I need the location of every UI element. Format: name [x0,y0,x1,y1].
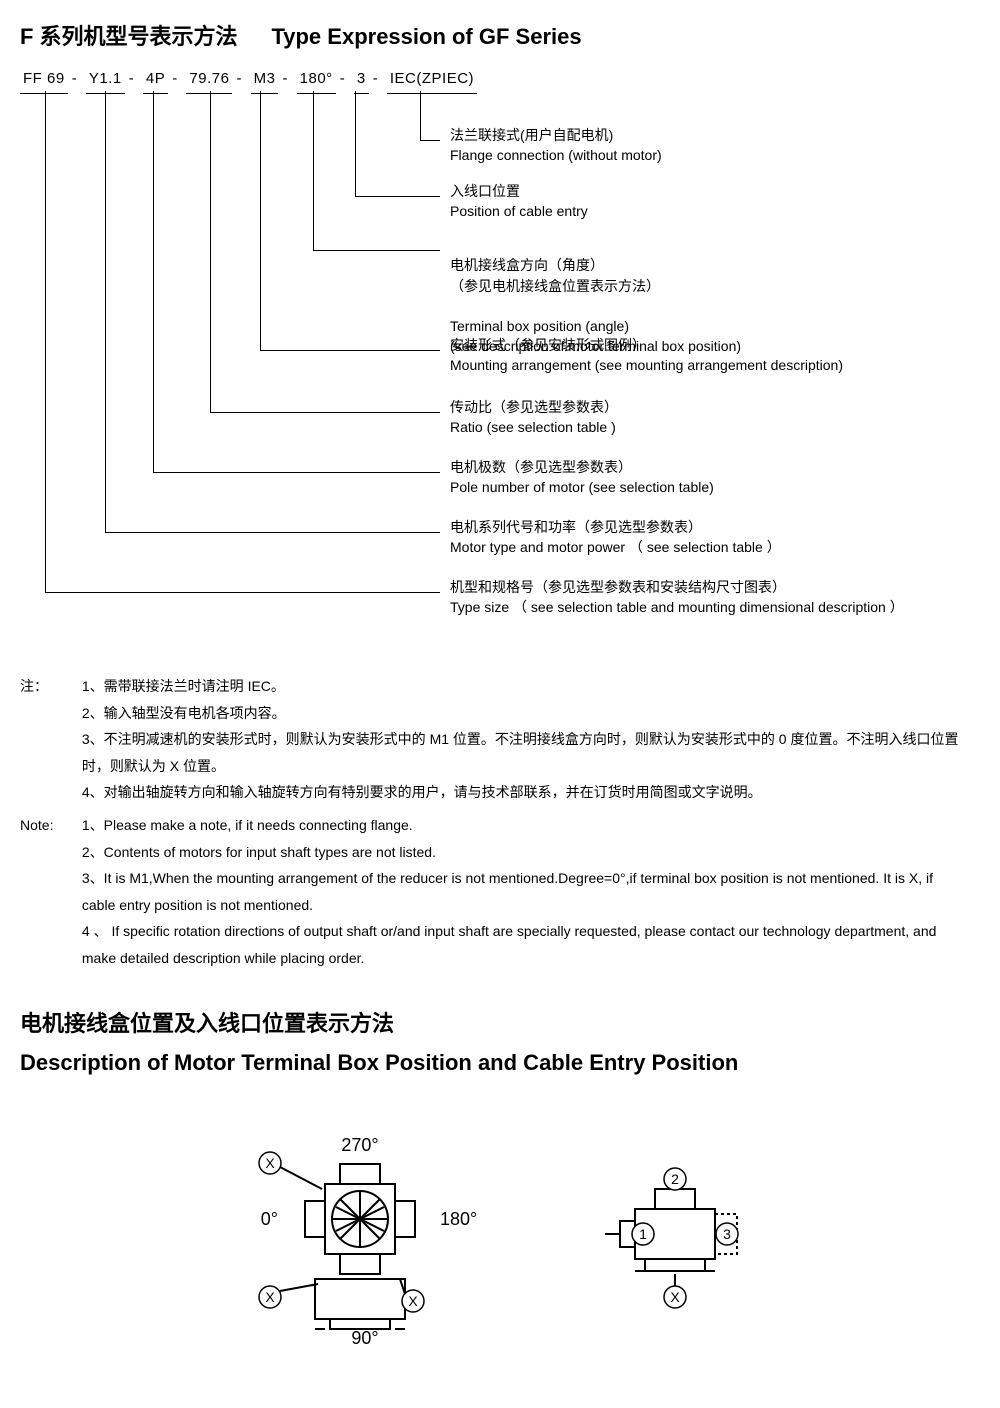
desc-5-cn: 电机极数（参见选型参数表） [450,457,980,477]
desc-4: 传动比（参见选型参数表） Ratio (see selection table … [450,397,980,438]
note-en-3: 3、It is M1,When the mounting arrangement… [82,865,962,918]
section2-cn: 电机接线盒位置及入线口位置表示方法 [20,1007,980,1040]
title-cn: F 系列机型号表示方法 [20,20,238,53]
desc-6-cn: 电机系列代号和功率（参见选型参数表） [450,517,980,537]
desc-0-en: Flange connection (without motor) [450,145,980,165]
code-seg-5: 180° [297,68,336,94]
desc-7-en: Type size （ see selection table and moun… [450,597,980,617]
desc-2-cn: 电机接线盒方向（角度） （参见电机接线盒位置表示方法） [450,255,980,296]
motor-diagram-left: 270° 180° 90° 0° X X X [230,1129,490,1349]
pos-left: 1 [639,1226,647,1242]
code-seg-4: M3 [251,68,279,94]
code-seg-6: 3 [354,68,369,94]
page-title-row: F 系列机型号表示方法 Type Expression of GF Series [20,20,980,53]
section2-en: Description of Motor Terminal Box Positi… [20,1046,980,1079]
code-seg-3: 79.76 [186,68,232,94]
note-en-2: 2、Contents of motors for input shaft typ… [82,839,962,866]
note-cn-3: 3、不注明减速机的安装形式时，则默认为安装形式中的 M1 位置。不注明接线盒方向… [82,726,962,779]
x-label-bl: X [265,1289,275,1305]
note-cn-1: 1、需带联接法兰时请注明 IEC。 [82,673,962,700]
x-label-br: X [408,1293,418,1309]
x-label-r: X [670,1289,680,1305]
desc-4-en: Ratio (see selection table ) [450,417,980,437]
title-en: Type Expression of GF Series [271,20,581,53]
desc-6-en: Motor type and motor power （ see selecti… [450,537,980,557]
code-seg-7: IEC(ZPIEC) [387,68,477,94]
desc-7: 机型和规格号（参见选型参数表和安装结构尺寸图表） Type size （ see… [450,577,980,618]
motor-diagram-right: 2 1 3 X [580,1159,770,1319]
desc-0: 法兰联接式(用户自配电机) Flange connection (without… [450,125,980,166]
designation-diagram: FF 69- Y1.1- 4P- 79.76- M3- 180°- 3- IEC… [20,63,980,643]
angle-bottom: 90° [351,1328,378,1348]
desc-1-en: Position of cable entry [450,201,980,221]
angle-left: 0° [261,1209,278,1229]
pos-top: 2 [671,1171,679,1187]
desc-1-cn: 入线口位置 [450,181,980,201]
desc-3: 安装形式（参见安装形式图例） Mounting arrangement (see… [450,335,980,376]
note-cn-4: 4、对输出轴旋转方向和输入轴旋转方向有特别要求的用户，请与技术部联系，并在订货时… [82,779,962,806]
code-seg-1: Y1.1 [86,68,125,94]
motor-diagrams: 270° 180° 90° 0° X X X 2 [20,1129,980,1349]
desc-0-cn: 法兰联接式(用户自配电机) [450,125,980,145]
desc-7-cn: 机型和规格号（参见选型参数表和安装结构尺寸图表） [450,577,980,597]
desc-1: 入线口位置 Position of cable entry [450,181,980,222]
desc-4-cn: 传动比（参见选型参数表） [450,397,980,417]
desc-3-en: Mounting arrangement (see mounting arran… [450,355,980,375]
ladder-line [45,91,440,593]
desc-3-cn: 安装形式（参见安装形式图例） [450,335,980,355]
notes-en: Note: 1、Please make a note, if it needs … [20,812,980,972]
code-seg-0: FF 69 [20,68,68,94]
notes-en-label: Note: [20,812,78,839]
code-seg-2: 4P [143,68,168,94]
desc-5-en: Pole number of motor (see selection tabl… [450,477,980,497]
notes-cn-label: 注： [20,673,78,700]
angle-top: 270° [341,1135,378,1155]
note-cn-2: 2、输入轴型没有电机各项内容。 [82,700,962,727]
desc-6: 电机系列代号和功率（参见选型参数表） Motor type and motor … [450,517,980,558]
code-row: FF 69- Y1.1- 4P- 79.76- M3- 180°- 3- IEC… [20,68,477,94]
note-en-1: 1、Please make a note, if it needs connec… [82,812,962,839]
notes-cn: 注： 1、需带联接法兰时请注明 IEC。 2、输入轴型没有电机各项内容。 3、不… [20,673,980,806]
angle-right: 180° [440,1209,477,1229]
desc-5: 电机极数（参见选型参数表） Pole number of motor (see … [450,457,980,498]
section2-title: 电机接线盒位置及入线口位置表示方法 Description of Motor T… [20,1007,980,1079]
x-label-tl: X [265,1155,275,1171]
pos-right: 3 [723,1226,731,1242]
note-en-4: 4 、 If specific rotation directions of o… [82,918,962,971]
